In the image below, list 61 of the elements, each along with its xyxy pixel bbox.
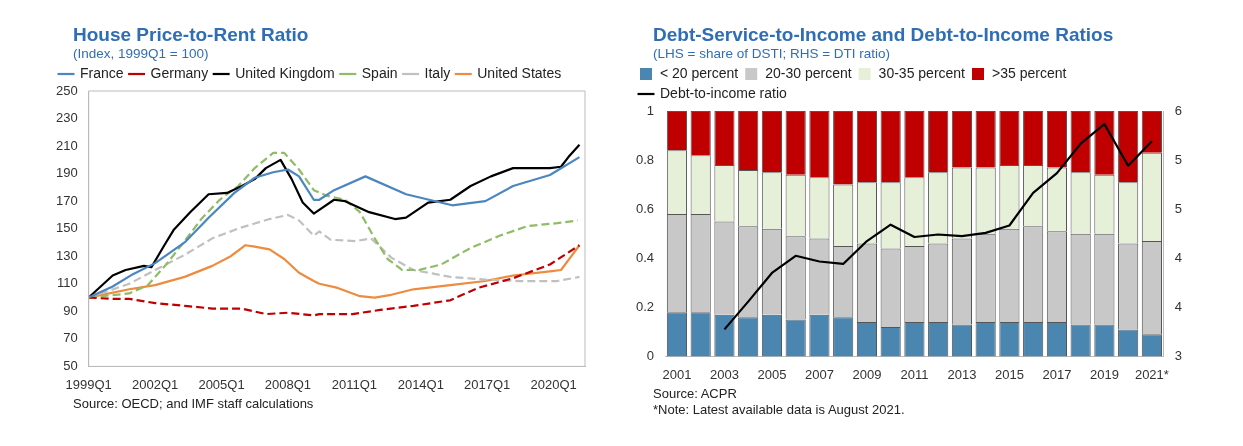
x-tick-label: 2017 [1042,366,1072,382]
legend-label: France [80,64,124,81]
line-series [88,244,581,317]
x-tick-label: 2005 [757,366,787,382]
x-tick-label: 2011Q1 [331,376,378,392]
x-tick-label: 2017Q1 [464,376,511,392]
text: *Note: Latest available data is August 2021. [653,402,906,418]
y-tick-label: 170 [55,192,78,208]
legend-label: United Kingdom [235,64,335,81]
x-tick-label: 2008Q1 [264,376,312,392]
chart-title: Debt-Service-to-Income and Debt-to-Income Ratios [653,24,1115,46]
y-tick-label: 0.8 [635,151,655,167]
y-tick-label: 0 [646,347,655,363]
x-tick-label: 2005Q1 [198,376,245,392]
y-tick-label: 110 [56,275,78,291]
y2-tick-label: 5 [1174,200,1182,216]
chart-subtitle: (Index, 1999Q1 = 100) [73,46,210,61]
x-tick-label: 2003 [709,366,739,382]
y-tick-label: 250 [55,82,78,98]
legend-label: Spain [361,64,398,81]
y2-tick-label: 4 [1174,298,1182,314]
x-tick-label: 2011 [900,366,929,382]
x-tick-label: 1999Q1 [65,376,112,392]
y-tick-label: 0.4 [635,249,655,265]
x-tick-label: 2009 [852,366,882,382]
y-tick-label: 150 [55,220,78,236]
x-tick-label: 2021* [1134,366,1169,382]
y-tick-label: 0.2 [635,298,655,314]
legend-label: < 20 percent [660,64,739,81]
x-tick-label: 2001 [662,366,692,382]
legend-label: Germany [150,64,209,81]
x-tick-label: 2007 [804,366,834,382]
y-tick-label: 1 [646,102,655,118]
legend-label: Italy [424,64,451,81]
legend-label: 20-30 percent [765,64,852,81]
y2-tick-label: 3 [1174,347,1182,363]
chart-title: House Price-to-Rent Ratio [73,24,310,46]
y-tick-label: 210 [55,137,78,153]
x-tick-label: 2014Q1 [397,376,444,392]
y2-tick-label: 4 [1174,249,1182,265]
x-tick-label: 2019 [1089,366,1119,382]
legend-label: Debt-to-income ratio [660,84,788,101]
legend-label: United States [477,64,562,81]
y-tick-label: 0.6 [635,200,655,216]
x-tick-label: 2002Q1 [131,376,179,392]
y-tick-label: 130 [55,247,78,263]
y-tick-label: 230 [55,110,78,126]
x-tick-label: 2013 [947,366,977,382]
chart-subtitle: (LHS = share of DSTI; RHS = DTI ratio) [653,46,892,61]
y2-tick-label: 5 [1174,151,1182,167]
y-tick-label: 50 [63,357,78,373]
y2-tick-label: 6 [1174,102,1182,118]
x-tick-label: 2020Q1 [530,376,577,392]
source-note: Source: ACPR [653,386,738,402]
source-note: Source: OECD; and IMF staff calculations [73,396,315,412]
y-tick-label: 190 [55,165,78,181]
y-tick-label: 90 [63,302,78,318]
x-tick-label: 2015 [994,366,1024,382]
legend-label: >35 percent [992,64,1067,81]
y-tick-label: 70 [63,330,78,346]
legend-label: 30-35 percent [878,64,966,81]
